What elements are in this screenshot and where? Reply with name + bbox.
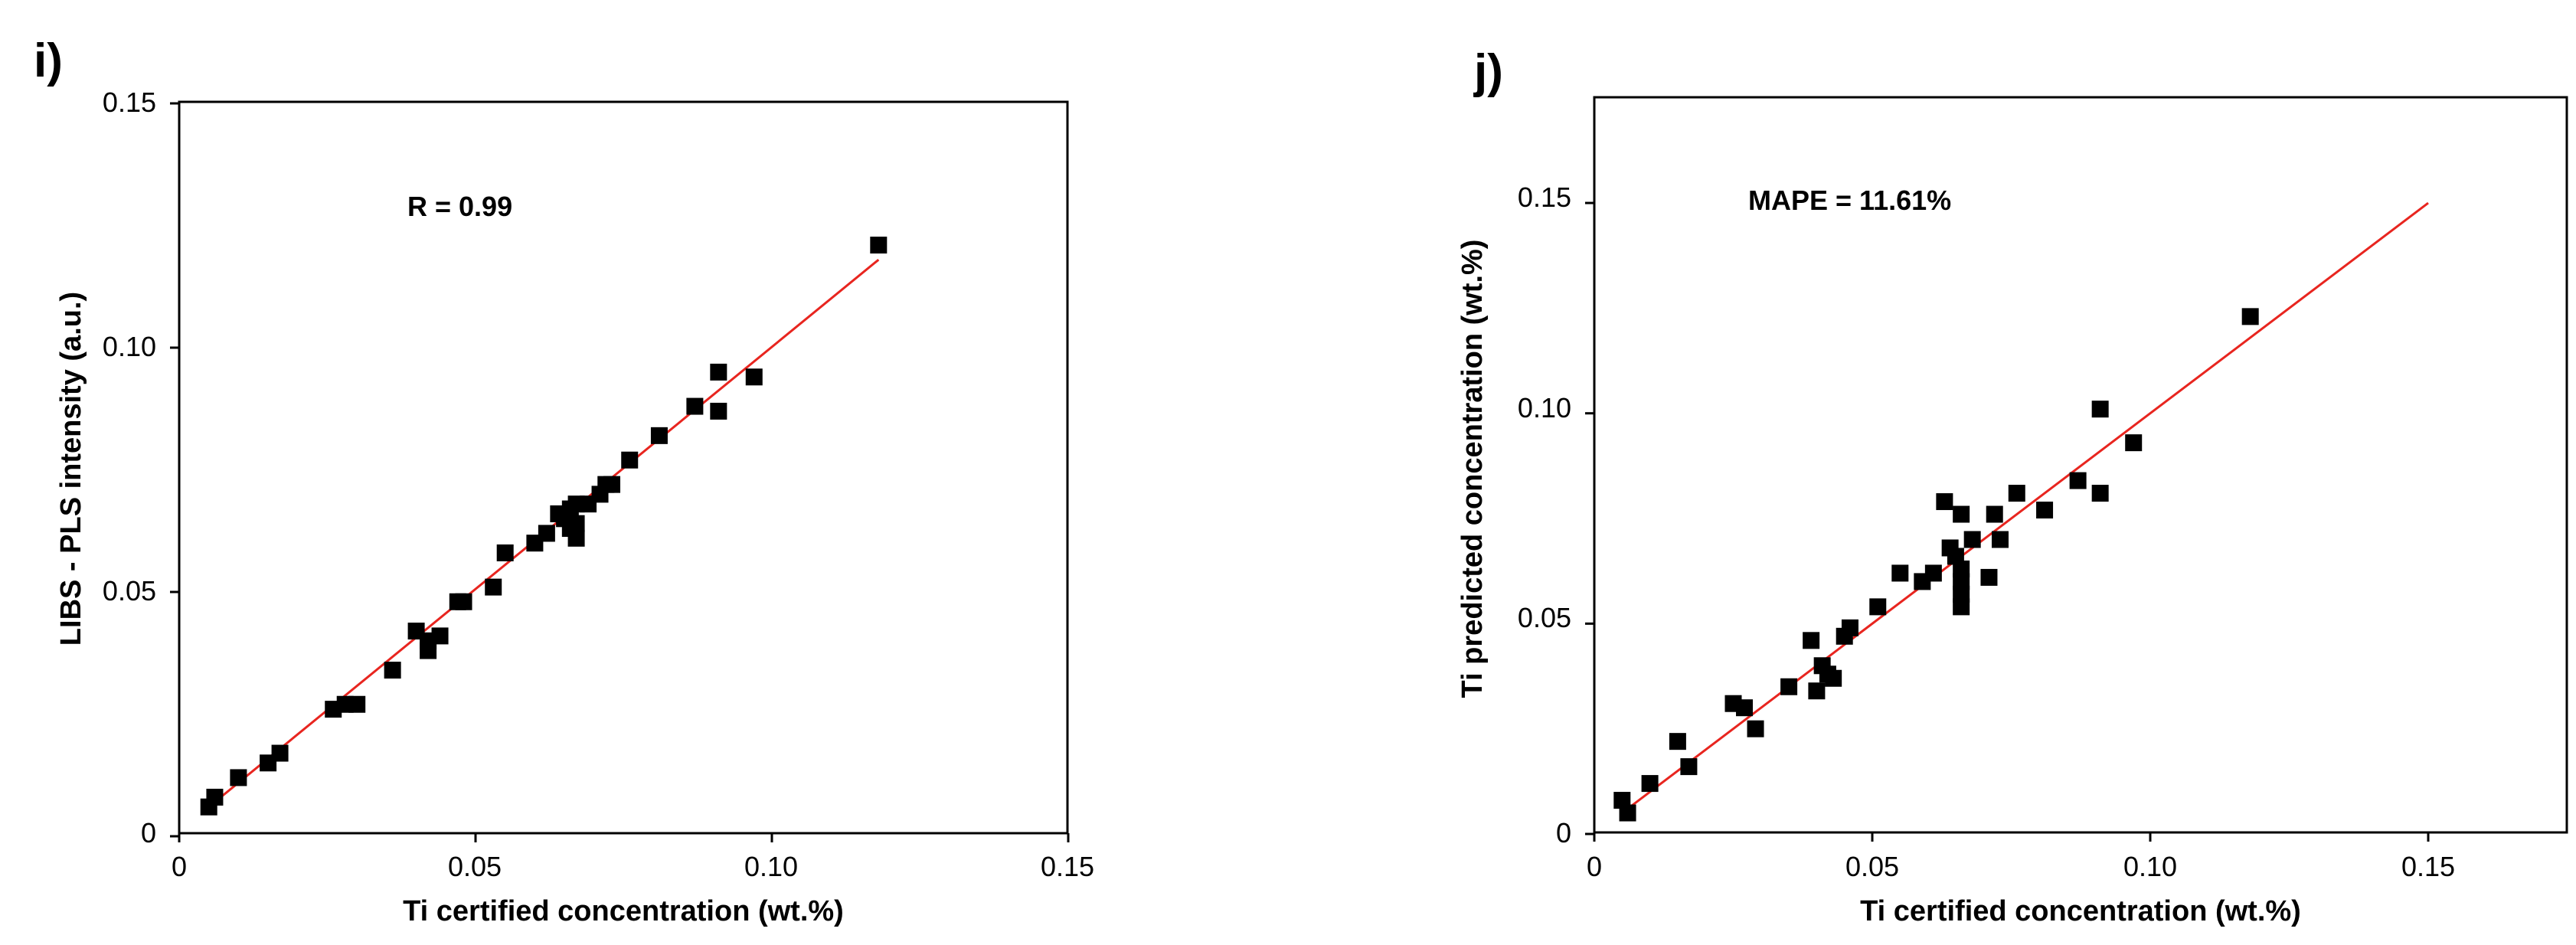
- data-point-j-36: [2091, 485, 2109, 502]
- data-point-j-19: [1924, 564, 1942, 582]
- data-point-j-16: [1869, 598, 1887, 616]
- data-point-j-10: [1808, 682, 1826, 700]
- data-point-i-34: [710, 402, 727, 420]
- chart-panel-i: i) 0.15 0.10 0.05 0 0 0.05 0.10 0.15 Ti …: [34, 34, 1094, 927]
- data-point-j-6: [1736, 699, 1754, 717]
- data-point-i-15: [485, 578, 502, 596]
- data-point-j-7: [1747, 720, 1764, 737]
- y-axis-i: 0.15 0.10 0.05 0: [103, 87, 156, 849]
- data-point-j-4: [1680, 758, 1698, 776]
- mape-annotation: MAPE = 11.61%: [1748, 185, 1951, 216]
- y-tick-label-i-0.05: 0.05: [103, 575, 156, 607]
- x-tick-label-i-0.05: 0.05: [448, 851, 502, 882]
- plot-frame-j: [1593, 96, 2568, 834]
- data-points-j: [1613, 308, 2259, 822]
- data-point-i-31: [650, 427, 668, 444]
- data-point-i-23: [567, 529, 585, 547]
- fit-line-j: [1621, 201, 2429, 814]
- y-tick-label-j-0.05: 0.05: [1518, 602, 1571, 633]
- x-tick-label-j-0.15: 0.15: [2401, 851, 2455, 882]
- data-point-i-33: [710, 363, 727, 381]
- data-point-i-18: [538, 525, 555, 542]
- plot-frame-i: [178, 100, 1069, 835]
- y-tick-label-j-0.15: 0.15: [1518, 181, 1571, 213]
- y-tick-label-i-0.15: 0.15: [103, 87, 156, 118]
- x-axis-i: 0 0.05 0.10 0.15: [172, 851, 1094, 882]
- data-point-j-23: [1953, 505, 1970, 523]
- data-point-i-35: [745, 368, 763, 386]
- data-point-i-8: [384, 662, 401, 679]
- data-point-j-28: [1963, 531, 1981, 548]
- data-point-j-3: [1669, 733, 1686, 750]
- data-point-j-20: [1936, 493, 1953, 511]
- data-point-j-13: [1825, 669, 1842, 687]
- y-axis-title-j: Ti predicted concentration (wt.%): [1456, 240, 1489, 698]
- data-point-j-15: [1841, 619, 1858, 636]
- chart-panel-j: j) 0 0.05 0.10 0.15 0 0.05 0.10 0.15 Ti …: [1456, 45, 2568, 927]
- x-tick-label-i-0: 0: [172, 851, 187, 882]
- data-point-j-9: [1803, 632, 1820, 649]
- data-point-j-34: [2069, 472, 2087, 489]
- x-tick-label-i-0.15: 0.15: [1041, 851, 1094, 882]
- y-tick-label-j-0: 0: [1556, 817, 1571, 849]
- data-point-j-35: [2091, 401, 2109, 418]
- data-point-i-1: [206, 788, 224, 806]
- axis-ticks-j: [1585, 201, 2430, 842]
- data-point-j-38: [2241, 308, 2259, 325]
- data-point-j-31: [1991, 531, 2009, 548]
- data-point-j-2: [1641, 775, 1659, 793]
- data-point-i-32: [686, 397, 704, 415]
- data-point-i-25: [567, 515, 585, 532]
- data-point-j-30: [1986, 505, 2003, 523]
- data-point-i-36: [870, 237, 888, 254]
- x-tick-label-j-0.05: 0.05: [1845, 851, 1899, 882]
- data-point-i-12: [431, 627, 449, 645]
- data-point-i-4: [271, 744, 289, 762]
- y-axis-title-i: LIBS - PLS intensity (a.u.): [55, 292, 87, 646]
- panel-label-i: i): [34, 34, 63, 87]
- x-tick-label-j-0.10: 0.10: [2123, 851, 2177, 882]
- x-axis-title-i: Ti certified concentration (wt.%): [403, 895, 844, 927]
- x-tick-label-i-0.10: 0.10: [744, 851, 798, 882]
- y-tick-label-i-0.10: 0.10: [103, 331, 156, 362]
- data-point-i-7: [348, 695, 366, 713]
- data-point-i-2: [230, 769, 247, 786]
- data-points-i: [200, 237, 888, 816]
- data-point-j-1: [1619, 804, 1636, 822]
- data-point-i-14: [455, 593, 472, 610]
- panel-label-j: j): [1473, 45, 1503, 98]
- y-tick-label-i-0: 0: [141, 817, 156, 849]
- x-axis-j: 0 0.05 0.10 0.15: [1587, 851, 2455, 882]
- data-point-i-29: [603, 476, 621, 493]
- x-tick-label-j-0: 0: [1587, 851, 1602, 882]
- data-point-j-8: [1780, 678, 1798, 695]
- x-axis-title-j: Ti certified concentration (wt.%): [1860, 895, 2301, 927]
- data-point-j-32: [2008, 485, 2025, 502]
- data-point-i-11: [420, 642, 437, 659]
- correlation-annotation: R = 0.99: [407, 191, 512, 222]
- data-point-i-16: [496, 544, 514, 561]
- data-point-j-29: [1980, 568, 1998, 586]
- y-tick-label-j-0.10: 0.10: [1518, 392, 1571, 423]
- data-point-j-33: [2036, 502, 2054, 519]
- axis-ticks-i: [170, 102, 1070, 842]
- data-point-j-17: [1891, 564, 1909, 582]
- data-point-j-37: [2125, 434, 2143, 452]
- y-axis-j: 0 0.05 0.10 0.15: [1518, 181, 1571, 849]
- data-point-j-27: [1953, 598, 1970, 616]
- data-point-i-30: [621, 451, 639, 469]
